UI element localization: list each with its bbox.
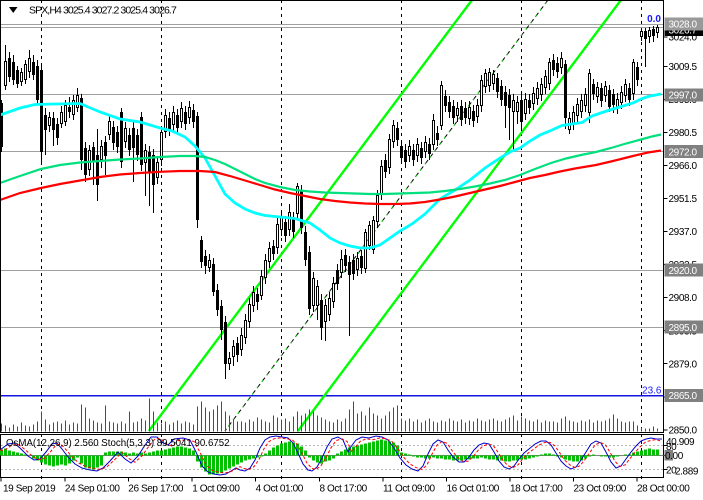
svg-text:2937.0: 2937.0 [669, 227, 698, 238]
svg-text:2895.0: 2895.0 [669, 323, 698, 334]
svg-text:2920.0: 2920.0 [669, 266, 698, 277]
svg-text:20: 20 [666, 466, 677, 477]
svg-text:2997.0: 2997.0 [669, 90, 698, 101]
svg-text:2865.0: 2865.0 [669, 391, 698, 402]
svg-text:SPX,H4 3025.4 3027.2 3025.4 3: SPX,H4 3025.4 3027.2 3025.4 3026.7 [29, 5, 177, 17]
svg-text:2966.0: 2966.0 [669, 161, 698, 172]
svg-text:2908.0: 2908.0 [669, 293, 698, 304]
svg-text:3028.0: 3028.0 [669, 20, 698, 31]
svg-text:40.909: 40.909 [666, 437, 695, 448]
svg-text:16 Oct 01:00: 16 Oct 01:00 [447, 484, 500, 495]
svg-text:23.6: 23.6 [642, 386, 662, 397]
svg-text:2.889: 2.889 [675, 467, 699, 478]
svg-text:24 Sep 01:00: 24 Sep 01:00 [65, 484, 121, 495]
svg-text:3026.7: 3026.7 [669, 26, 698, 37]
svg-text:19 Sep 2019: 19 Sep 2019 [3, 484, 56, 495]
svg-text:26 Sep 17:00: 26 Sep 17:00 [128, 484, 184, 495]
svg-text:0.0: 0.0 [647, 14, 661, 25]
svg-text:2951.5: 2951.5 [669, 194, 698, 205]
svg-text:2879.0: 2879.0 [669, 359, 698, 370]
svg-text:3024.0: 3024.0 [669, 32, 698, 43]
svg-text:2980.5: 2980.5 [669, 128, 698, 139]
svg-text:28 Oct 00:00: 28 Oct 00:00 [637, 484, 690, 495]
svg-text:2972.0: 2972.0 [669, 147, 698, 158]
svg-text:23 Oct 09:00: 23 Oct 09:00 [574, 484, 627, 495]
svg-text:11 Oct 09:00: 11 Oct 09:00 [383, 484, 436, 495]
svg-text:4 Oct 01:00: 4 Oct 01:00 [256, 484, 304, 495]
svg-text:0.00: 0.00 [665, 451, 684, 462]
svg-text:1 Oct 09:00: 1 Oct 09:00 [192, 484, 240, 495]
svg-text:80: 80 [666, 442, 677, 453]
svg-text:8 Oct 17:00: 8 Oct 17:00 [320, 484, 368, 495]
svg-text:3009.5: 3009.5 [669, 62, 698, 73]
svg-text:2850.0: 2850.0 [669, 425, 698, 436]
svg-text:18 Oct 17:00: 18 Oct 17:00 [510, 484, 563, 495]
svg-text:OsMA(12,26,9) 2.560 Stoch(5,3: OsMA(12,26,9) 2.560 Stoch(5,3,3) 89.5041… [6, 438, 230, 449]
